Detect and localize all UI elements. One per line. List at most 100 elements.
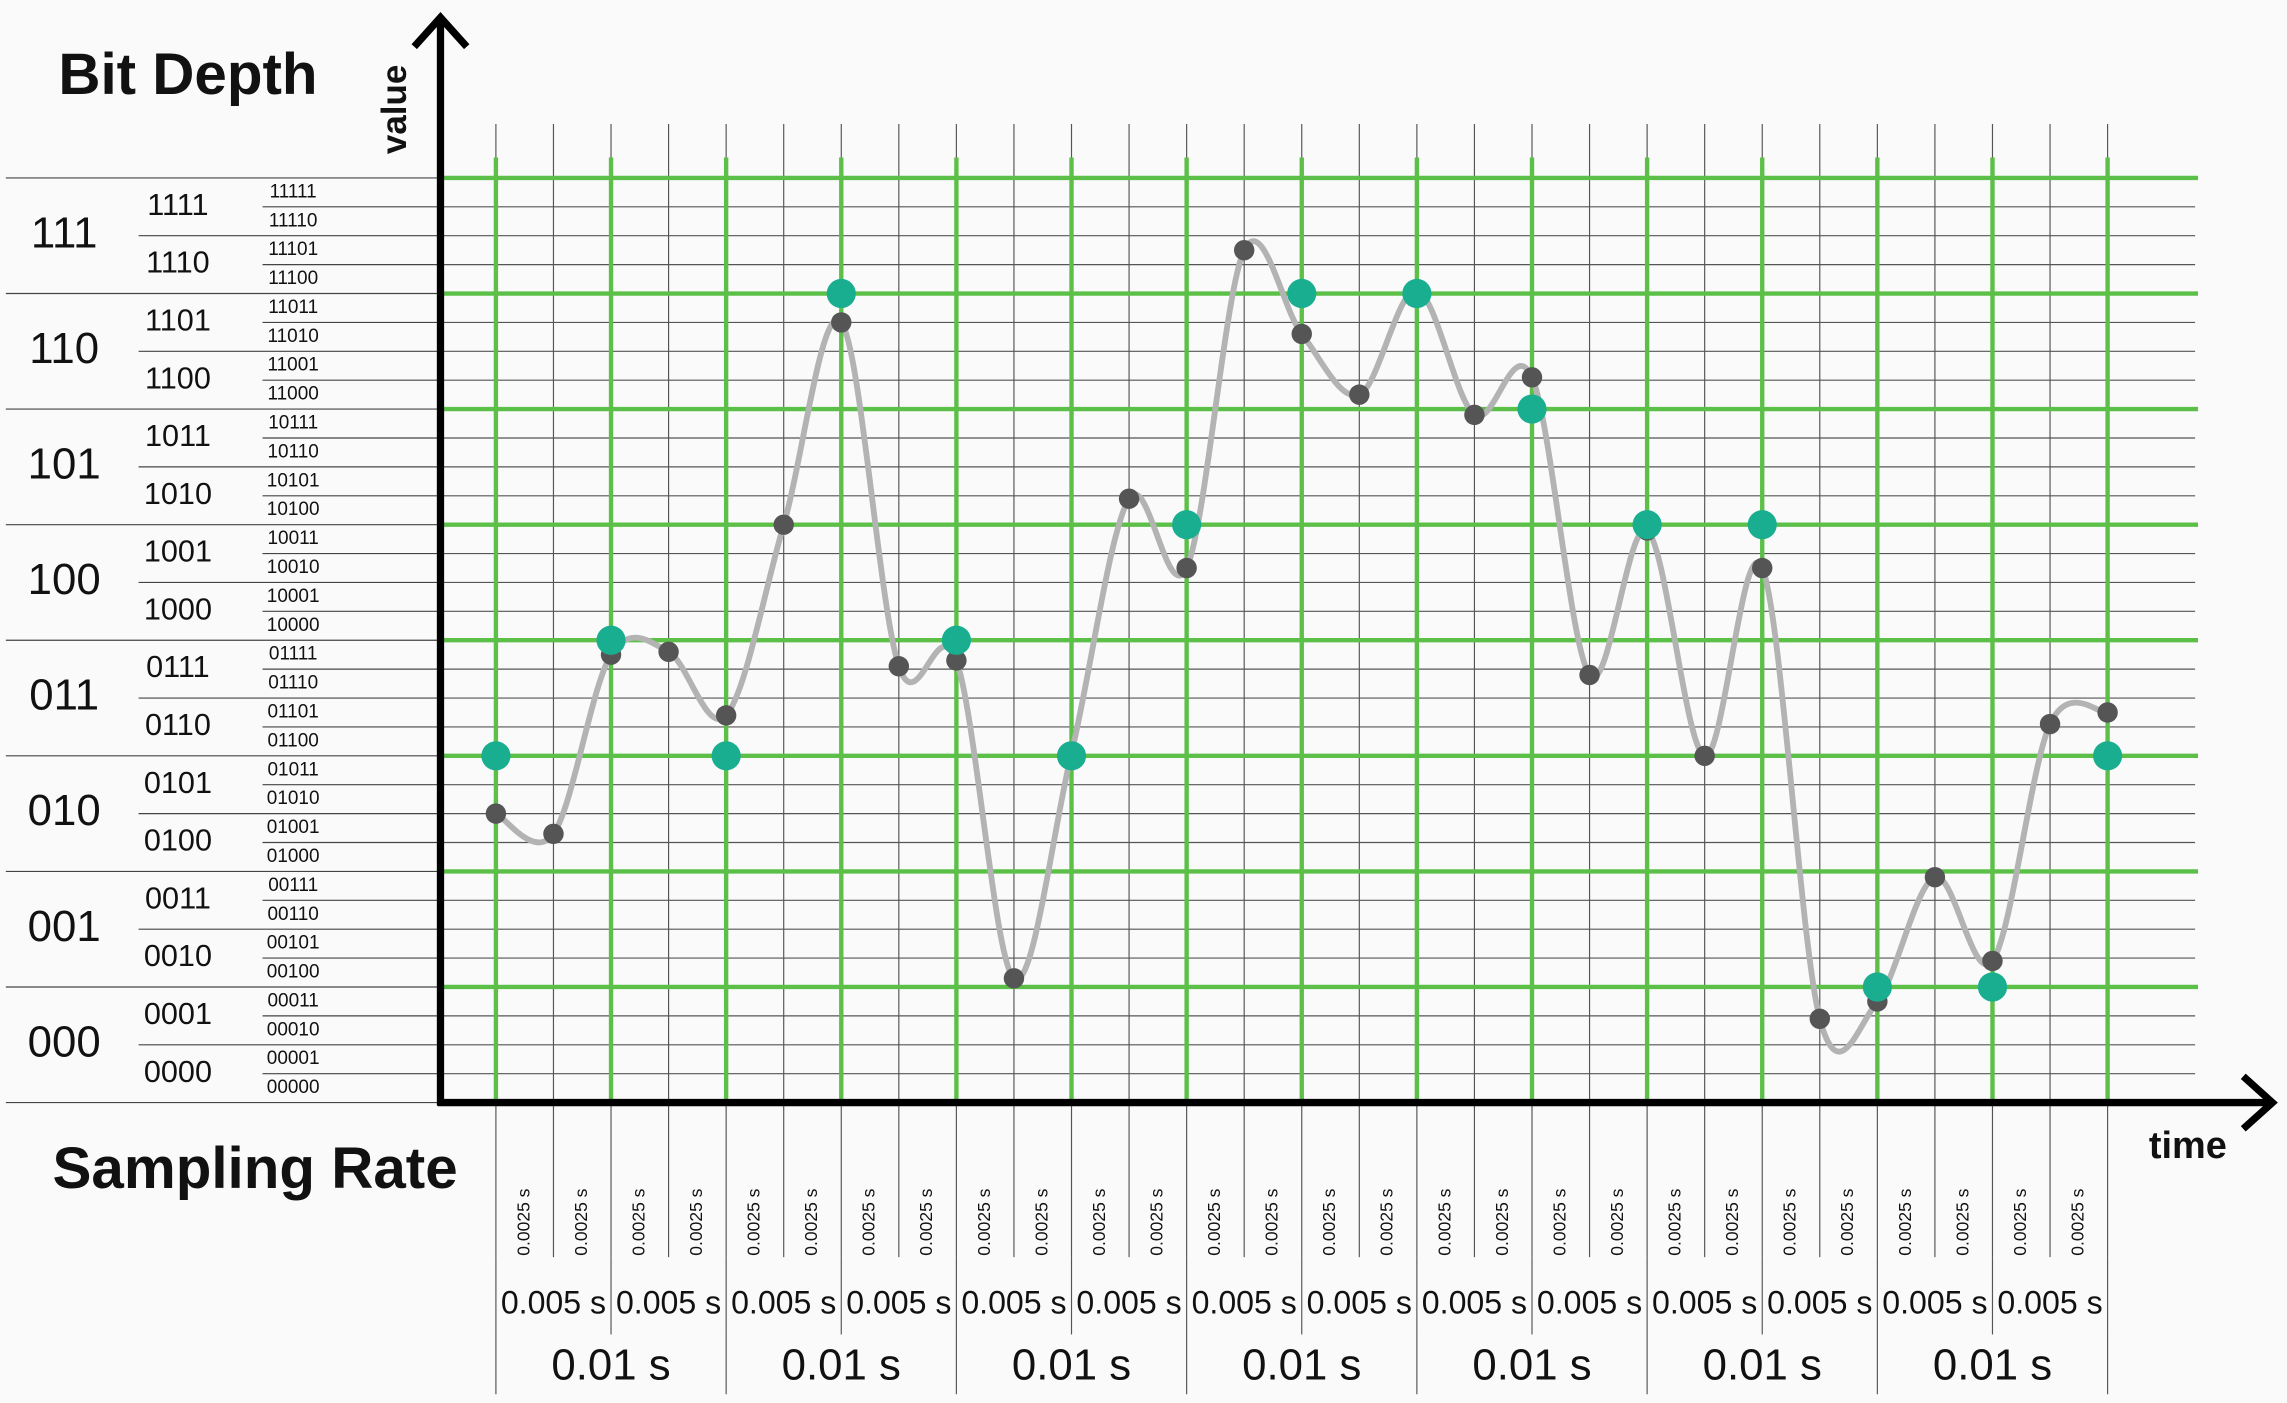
interval-half-label: 0.005 s [1192, 1285, 1297, 1321]
level-4bit-label: 0011 [145, 881, 211, 915]
sample-3bit-dot [1402, 278, 1432, 309]
interval-quarter-label: 0.0025 s [1089, 1188, 1109, 1255]
interval-half-label: 0.005 s [616, 1285, 721, 1321]
level-3bit-label: 100 [28, 555, 101, 604]
level-5bit-label: 01010 [267, 788, 320, 809]
interval-quarter-label: 0.0025 s [1204, 1188, 1224, 1255]
sample-5bit-dot [485, 803, 507, 824]
interval-quarter-label: 0.0025 s [1262, 1188, 1282, 1255]
interval-quarter-label: 0.0025 s [859, 1188, 879, 1255]
interval-half-label: 0.005 s [1422, 1285, 1527, 1321]
level-4bit-label: 1010 [144, 477, 212, 511]
sample-5bit-dot [1291, 323, 1312, 345]
interval-quarter-label: 0.0025 s [1031, 1188, 1051, 1255]
interval-quarter-label: 0.0025 s [513, 1188, 533, 1255]
level-5bit-label: 11010 [268, 326, 319, 347]
level-5bit-label: 10110 [268, 441, 319, 462]
level-5bit-label: 00111 [268, 875, 318, 896]
interval-quarter-label: 0.0025 s [571, 1188, 591, 1255]
interval-half-label: 0.005 s [1652, 1285, 1757, 1321]
level-5bit-label: 01011 [268, 759, 319, 780]
level-5bit-label: 00110 [268, 904, 319, 925]
level-5bit-label: 10111 [268, 413, 318, 434]
level-4bit-label: 0101 [144, 766, 212, 800]
sample-3bit-dot [1862, 972, 1892, 1002]
level-5bit-label: 11011 [268, 297, 318, 318]
level-5bit-label: 01000 [267, 846, 320, 867]
interval-half-label: 0.005 s [961, 1285, 1066, 1321]
sample-3bit-dot [941, 625, 971, 655]
interval-quarter-label: 0.0025 s [1780, 1188, 1800, 1255]
interval-half-label: 0.005 s [501, 1285, 606, 1321]
value-axis-label: value [375, 65, 414, 154]
level-3bit-label: 011 [29, 671, 99, 720]
level-5bit-label: 01101 [268, 701, 319, 722]
level-5bit-label: 11110 [269, 210, 317, 231]
signal-curve [492, 238, 2111, 1055]
sample-5bit-dot [1349, 384, 1370, 405]
level-4bit-label: 0001 [144, 997, 212, 1031]
sample-3bit-dot [1172, 510, 1202, 540]
sample-5bit-dot [715, 705, 737, 726]
interval-quarter-label: 0.0025 s [2067, 1188, 2087, 1255]
time-axis-label: time [2149, 1125, 2227, 1167]
level-5bit-label: 01111 [269, 644, 317, 665]
interval-quarter-label: 0.0025 s [1895, 1188, 1915, 1255]
interval-quarter-label: 0.0025 s [916, 1188, 936, 1255]
level-5bit-label: 11100 [268, 268, 318, 289]
interval-quarter-label: 0.0025 s [1722, 1188, 1742, 1255]
interval-quarter-label: 0.0025 s [1607, 1188, 1627, 1255]
sample-5bit-dot [1982, 950, 2003, 972]
level-5bit-label: 00000 [267, 1077, 320, 1098]
level-4bit-label: 1001 [144, 535, 212, 569]
sample-5bit-dot [1752, 557, 1773, 579]
sample-5bit-dot [658, 641, 679, 663]
level-5bit-label: 01100 [268, 730, 319, 751]
interval-half-label: 0.005 s [731, 1285, 836, 1321]
level-5bit-label: 10001 [267, 586, 320, 607]
level-5bit-label: 00011 [268, 990, 319, 1011]
interval-whole-label: 0.01 s [551, 1341, 670, 1390]
interval-quarter-label: 0.0025 s [628, 1188, 648, 1255]
level-5bit-label: 01001 [267, 817, 320, 838]
sample-5bit-dot [1233, 239, 1255, 261]
level-3bit-label: 110 [29, 324, 99, 373]
interval-whole-label: 0.01 s [1472, 1341, 1591, 1390]
sampling-rate-title: Sampling Rate [53, 1136, 458, 1201]
interval-quarter-label: 0.0025 s [801, 1188, 821, 1255]
level-4bit-label: 0000 [144, 1055, 212, 1089]
labels: 1111101011000110100010001111111011011100… [28, 181, 2103, 1389]
level-4bit-label: 0110 [145, 708, 211, 742]
sample-5bit-dot [1579, 664, 1600, 686]
level-5bit-label: 11111 [270, 181, 317, 202]
interval-half-label: 0.005 s [1076, 1285, 1181, 1321]
marks [481, 238, 2123, 1055]
sample-5bit-dot [1694, 745, 1715, 767]
bit-depth-title: Bit Depth [58, 42, 317, 107]
level-4bit-label: 1111 [147, 188, 208, 222]
interval-quarter-label: 0.0025 s [1377, 1188, 1397, 1255]
interval-half-label: 0.005 s [1882, 1285, 1987, 1321]
level-5bit-label: 00101 [267, 933, 320, 954]
sample-5bit-dot [831, 312, 852, 333]
sample-5bit-dot [2097, 702, 2118, 723]
interval-whole-label: 0.01 s [782, 1341, 901, 1390]
interval-quarter-label: 0.0025 s [1146, 1188, 1166, 1255]
sample-3bit-dot [1632, 510, 1662, 540]
interval-half-label: 0.005 s [1767, 1285, 1872, 1321]
sample-5bit-dot [1118, 488, 1140, 509]
sample-5bit-dot [1521, 367, 1543, 388]
level-3bit-label: 111 [31, 208, 98, 257]
sample-5bit-dot [1809, 1008, 1831, 1029]
level-5bit-label: 00010 [267, 1019, 320, 1040]
level-5bit-label: 10011 [268, 528, 319, 549]
sample-5bit-dot [1003, 968, 1025, 989]
axes [411, 12, 2278, 1132]
sample-5bit-dot [2039, 713, 2061, 735]
level-3bit-label: 010 [28, 786, 101, 835]
level-4bit-label: 1101 [145, 303, 211, 337]
interval-half-label: 0.005 s [1997, 1285, 2102, 1321]
interval-half-label: 0.005 s [1307, 1285, 1412, 1321]
level-5bit-label: 11000 [268, 384, 319, 405]
